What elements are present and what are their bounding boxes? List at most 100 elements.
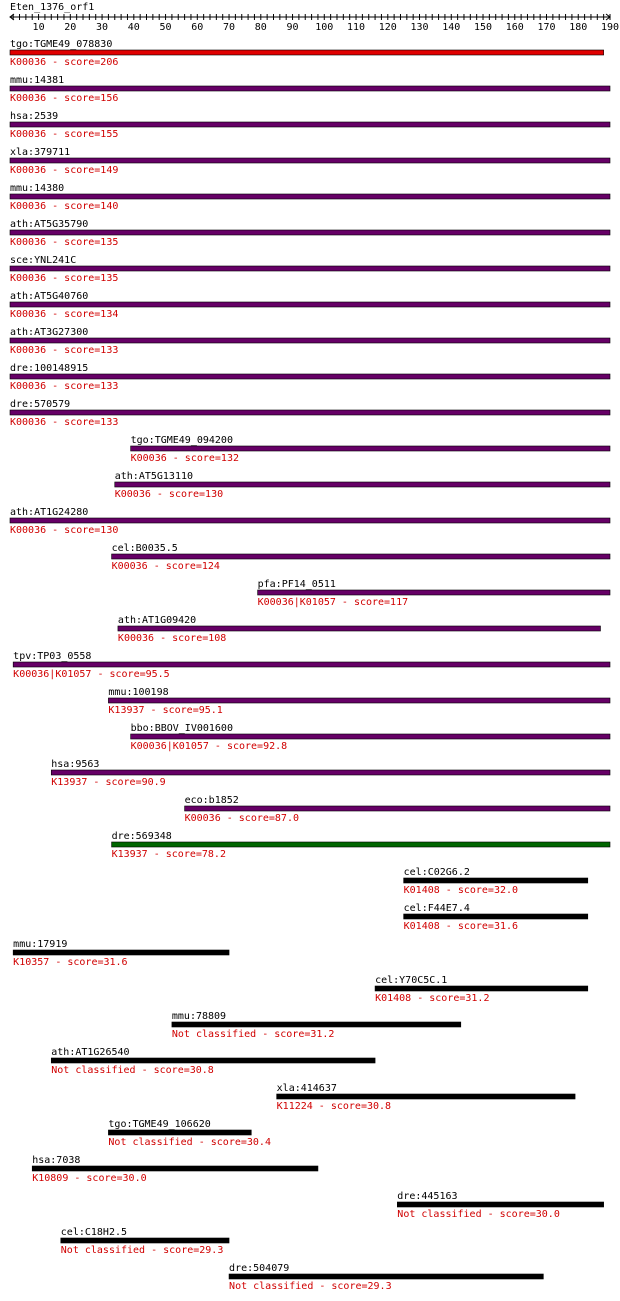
- hit-alignment-bar[interactable]: [9, 229, 611, 236]
- hit-alignment-bar[interactable]: [184, 805, 611, 812]
- hit-gene-link[interactable]: pfa:PF14_0511: [258, 579, 336, 590]
- hit-gene-link[interactable]: mmu:17919: [13, 939, 67, 950]
- hit-annotation-link[interactable]: K00036 - score=108: [118, 633, 226, 644]
- hit-gene-link[interactable]: ath:AT3G27300: [10, 327, 88, 338]
- hit-annotation-link[interactable]: K00036 - score=130: [10, 525, 118, 536]
- hit-alignment-bar[interactable]: [9, 265, 611, 272]
- hit-gene-link[interactable]: cel:F44E7.4: [404, 903, 470, 914]
- hit-annotation-link[interactable]: Not classified - score=29.3: [61, 1245, 224, 1256]
- hit-annotation-link[interactable]: K00036|K01057 - score=92.8: [131, 741, 288, 752]
- hit-annotation-link[interactable]: K13937 - score=95.1: [108, 705, 222, 716]
- hit-gene-link[interactable]: ath:AT1G26540: [51, 1047, 129, 1058]
- hit-alignment-bar[interactable]: [374, 985, 589, 992]
- hit-gene-link[interactable]: cel:C18H2.5: [61, 1227, 127, 1238]
- hit-gene-link[interactable]: xla:379711: [10, 147, 70, 158]
- hit-gene-link[interactable]: dre:570579: [10, 399, 70, 410]
- hit-gene-link[interactable]: dre:100148915: [10, 363, 88, 374]
- hit-annotation-link[interactable]: K00036|K01057 - score=117: [258, 597, 409, 608]
- hit-gene-link[interactable]: bbo:BBOV_IV001600: [131, 723, 233, 734]
- hit-alignment-bar[interactable]: [130, 445, 611, 452]
- hit-annotation-link[interactable]: K13937 - score=78.2: [112, 849, 226, 860]
- hit-annotation-link[interactable]: K00036 - score=206: [10, 57, 118, 68]
- hit-alignment-bar[interactable]: [9, 409, 611, 416]
- hit-gene-link[interactable]: mmu:100198: [108, 687, 168, 698]
- hit-annotation-link[interactable]: K10809 - score=30.0: [32, 1173, 146, 1184]
- hit-alignment-bar[interactable]: [111, 841, 611, 848]
- hit-annotation-link[interactable]: K00036 - score=130: [115, 489, 223, 500]
- hit-annotation-link[interactable]: K00036|K01057 - score=95.5: [13, 669, 170, 680]
- hit-annotation-link[interactable]: K01408 - score=32.0: [404, 885, 518, 896]
- hit-annotation-link[interactable]: K00036 - score=140: [10, 201, 118, 212]
- hit-annotation-link[interactable]: K01408 - score=31.2: [375, 993, 489, 1004]
- hit-gene-link[interactable]: mmu:14381: [10, 75, 64, 86]
- hit-annotation-link[interactable]: K00036 - score=87.0: [185, 813, 299, 824]
- hit-alignment-bar[interactable]: [108, 1129, 252, 1136]
- hit-alignment-bar[interactable]: [117, 625, 601, 632]
- hit-gene-link[interactable]: hsa:2539: [10, 111, 58, 122]
- hit-alignment-bar[interactable]: [9, 121, 611, 128]
- hit-gene-link[interactable]: tpv:TP03_0558: [13, 651, 91, 662]
- hit-alignment-bar[interactable]: [9, 517, 611, 524]
- hit-gene-link[interactable]: tgo:TGME49_094200: [131, 435, 233, 446]
- hit-alignment-bar[interactable]: [9, 49, 604, 56]
- hit-gene-link[interactable]: dre:569348: [112, 831, 172, 842]
- hit-gene-link[interactable]: xla:414637: [277, 1083, 337, 1094]
- hit-alignment-bar[interactable]: [9, 85, 611, 92]
- hit-alignment-bar[interactable]: [9, 301, 611, 308]
- hit-alignment-bar[interactable]: [111, 553, 611, 560]
- hit-alignment-bar[interactable]: [403, 913, 589, 920]
- hit-alignment-bar[interactable]: [397, 1201, 604, 1208]
- hit-gene-link[interactable]: dre:504079: [229, 1263, 289, 1274]
- hit-annotation-link[interactable]: K01408 - score=31.6: [404, 921, 518, 932]
- hit-alignment-bar[interactable]: [9, 337, 611, 344]
- hit-gene-link[interactable]: ath:AT5G35790: [10, 219, 88, 230]
- hit-alignment-bar[interactable]: [9, 373, 611, 380]
- hit-gene-link[interactable]: tgo:TGME49_078830: [10, 39, 112, 50]
- hit-alignment-bar[interactable]: [276, 1093, 576, 1100]
- hit-alignment-bar[interactable]: [403, 877, 589, 884]
- hit-gene-link[interactable]: eco:b1852: [185, 795, 239, 806]
- hit-annotation-link[interactable]: K00036 - score=149: [10, 165, 118, 176]
- hit-gene-link[interactable]: dre:445163: [397, 1191, 457, 1202]
- hit-gene-link[interactable]: mmu:14380: [10, 183, 64, 194]
- hit-annotation-link[interactable]: Not classified - score=30.0: [397, 1209, 560, 1220]
- hit-annotation-link[interactable]: Not classified - score=31.2: [172, 1029, 335, 1040]
- hit-gene-link[interactable]: mmu:78809: [172, 1011, 226, 1022]
- hit-alignment-bar[interactable]: [50, 769, 611, 776]
- hit-gene-link[interactable]: cel:B0035.5: [112, 543, 178, 554]
- hit-gene-link[interactable]: hsa:9563: [51, 759, 99, 770]
- hit-gene-link[interactable]: cel:Y70C5C.1: [375, 975, 447, 986]
- hit-annotation-link[interactable]: K10357 - score=31.6: [13, 957, 127, 968]
- hit-gene-link[interactable]: sce:YNL241C: [10, 255, 76, 266]
- hit-annotation-link[interactable]: Not classified - score=30.8: [51, 1065, 214, 1076]
- hit-annotation-link[interactable]: K00036 - score=133: [10, 345, 118, 356]
- hit-annotation-link[interactable]: K00036 - score=135: [10, 273, 118, 284]
- hit-alignment-bar[interactable]: [12, 949, 230, 956]
- hit-alignment-bar[interactable]: [31, 1165, 319, 1172]
- hit-gene-link[interactable]: ath:AT5G40760: [10, 291, 88, 302]
- hit-annotation-link[interactable]: K13937 - score=90.9: [51, 777, 165, 788]
- hit-alignment-bar[interactable]: [171, 1021, 462, 1028]
- hit-annotation-link[interactable]: Not classified - score=29.3: [229, 1281, 392, 1292]
- hit-annotation-link[interactable]: K00036 - score=134: [10, 309, 118, 320]
- hit-gene-link[interactable]: tgo:TGME49_106620: [108, 1119, 210, 1130]
- hit-alignment-bar[interactable]: [114, 481, 611, 488]
- hit-alignment-bar[interactable]: [50, 1057, 376, 1064]
- hit-alignment-bar[interactable]: [130, 733, 611, 740]
- hit-annotation-link[interactable]: K00036 - score=133: [10, 381, 118, 392]
- hit-alignment-bar[interactable]: [108, 697, 611, 704]
- hit-annotation-link[interactable]: K00036 - score=132: [131, 453, 239, 464]
- hit-gene-link[interactable]: cel:C02G6.2: [404, 867, 470, 878]
- hit-annotation-link[interactable]: Not classified - score=30.4: [108, 1137, 271, 1148]
- hit-alignment-bar[interactable]: [257, 589, 611, 596]
- hit-alignment-bar[interactable]: [60, 1237, 230, 1244]
- hit-annotation-link[interactable]: K00036 - score=156: [10, 93, 118, 104]
- hit-gene-link[interactable]: hsa:7038: [32, 1155, 80, 1166]
- hit-gene-link[interactable]: ath:AT5G13110: [115, 471, 193, 482]
- hit-annotation-link[interactable]: K00036 - score=124: [112, 561, 220, 572]
- hit-alignment-bar[interactable]: [9, 193, 611, 200]
- hit-annotation-link[interactable]: K00036 - score=155: [10, 129, 118, 140]
- hit-annotation-link[interactable]: K11224 - score=30.8: [277, 1101, 391, 1112]
- hit-alignment-bar[interactable]: [228, 1273, 544, 1280]
- hit-alignment-bar[interactable]: [12, 661, 611, 668]
